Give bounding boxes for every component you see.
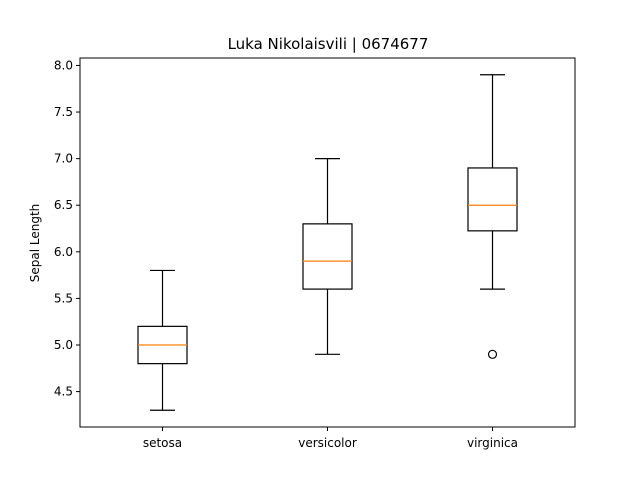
plot-frame: [79, 57, 576, 428]
y-tick-label: 4.5: [54, 385, 73, 399]
outlier-point: [487, 349, 498, 359]
y-tick-label: 6.0: [54, 245, 73, 259]
y-tick-label: 7.5: [54, 105, 73, 119]
y-tick-label: 5.0: [54, 338, 73, 352]
box-versicolor: [302, 223, 353, 290]
x-tick-label: setosa: [143, 436, 182, 450]
x-tick-label: versicolor: [298, 436, 357, 450]
box-virginica: [467, 167, 518, 232]
x-tick-label: virginica: [467, 436, 518, 450]
y-tick-label: 8.0: [54, 58, 73, 72]
y-axis-label: Sepal Length: [28, 204, 42, 283]
y-tick-label: 6.5: [54, 198, 73, 212]
y-tick-label: 7.0: [54, 152, 73, 166]
chart-title: Luka Nikolaisvili | 0674677: [228, 35, 429, 53]
y-tick-label: 5.5: [54, 291, 73, 305]
plot-area: 4.5 5.0 5.5 6.0 6.5 7.0 7.5 8.0 setosa versicolor…: [54, 58, 518, 450]
